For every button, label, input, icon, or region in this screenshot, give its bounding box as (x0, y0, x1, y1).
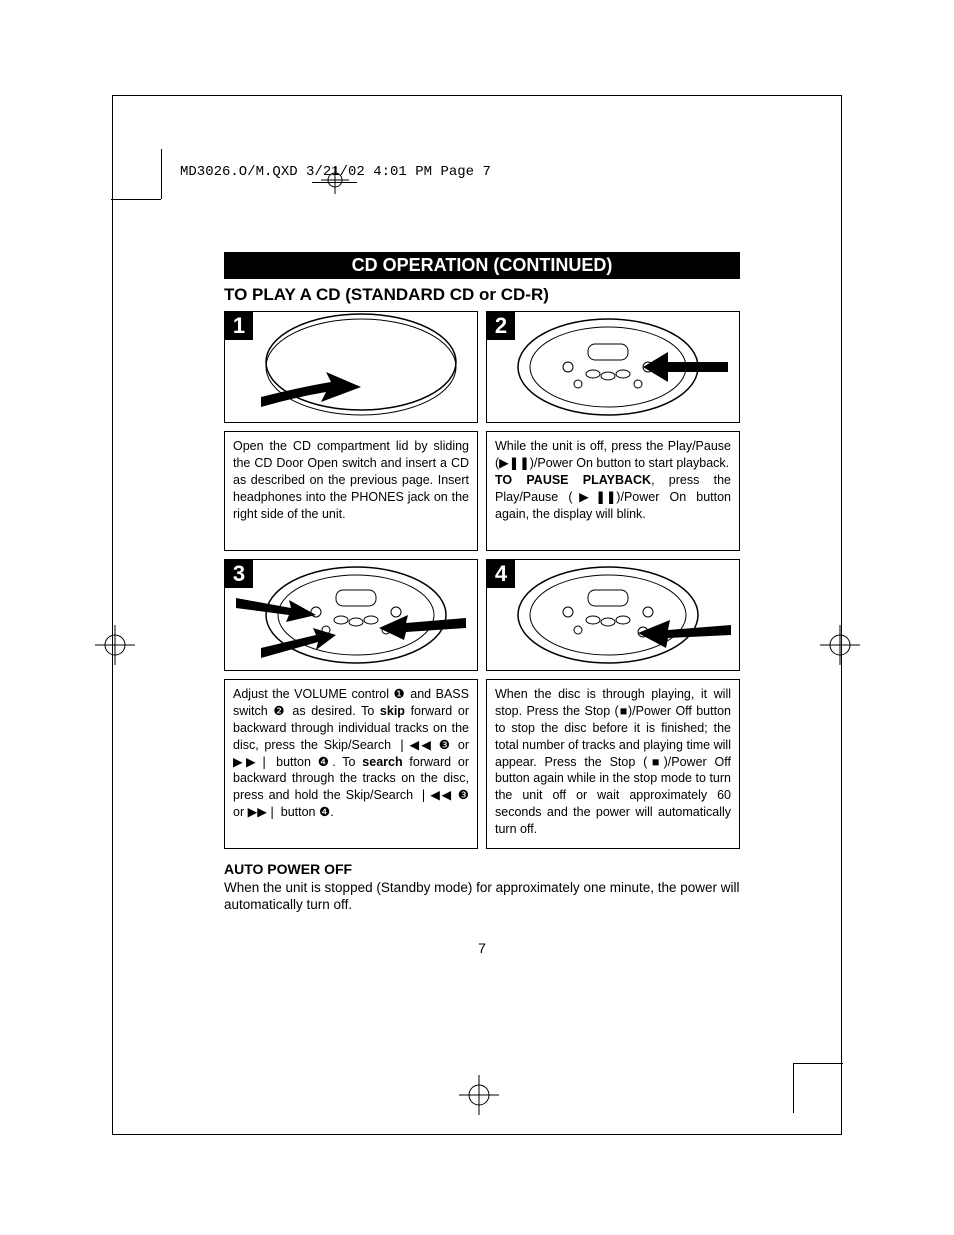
step-4-image: 4 (486, 559, 740, 671)
step-grid: 1 2 (224, 311, 740, 849)
section-title: CD OPERATION (CONTINUED) (224, 252, 740, 279)
page-number: 7 (224, 940, 740, 956)
content-area: CD OPERATION (CONTINUED) TO PLAY A CD (S… (224, 252, 740, 956)
search-label: search (362, 755, 402, 769)
skip-label: skip (380, 704, 405, 718)
cd-lid-icon (231, 312, 471, 422)
step-2-line1: While the unit is off, press the Play/Pa… (495, 439, 731, 470)
auto-power-off-text: When the unit is stopped (Standby mode) … (224, 879, 740, 914)
crop-mark (111, 199, 161, 200)
step-number: 1 (225, 312, 253, 340)
pause-label: TO PAUSE PLAYBACK (495, 473, 651, 487)
step-1-caption: Open the CD compartment lid by sliding t… (224, 431, 478, 551)
step-number: 4 (487, 560, 515, 588)
step-1-image: 1 (224, 311, 478, 423)
crop-mark (793, 1063, 843, 1064)
cd-player-icon (493, 312, 733, 422)
auto-power-off-heading: AUTO POWER OFF (224, 861, 740, 877)
registration-mark (321, 166, 349, 194)
registration-mark (95, 625, 135, 665)
crop-mark (161, 149, 162, 199)
step-number: 2 (487, 312, 515, 340)
registration-mark (820, 625, 860, 665)
cd-player-stop-icon (493, 560, 733, 670)
step-3-image: 3 (224, 559, 478, 671)
section-subtitle: TO PLAY A CD (STANDARD CD or CD-R) (224, 285, 740, 305)
cd-player-controls-icon (231, 560, 471, 670)
step-number: 3 (225, 560, 253, 588)
step-2-caption: While the unit is off, press the Play/Pa… (486, 431, 740, 551)
registration-mark (459, 1075, 499, 1115)
crop-mark (793, 1063, 794, 1113)
step-2-image: 2 (486, 311, 740, 423)
step-3-caption: Adjust the VOLUME control ❶ and BASS swi… (224, 679, 478, 849)
step-4-caption: When the disc is through playing, it wil… (486, 679, 740, 849)
